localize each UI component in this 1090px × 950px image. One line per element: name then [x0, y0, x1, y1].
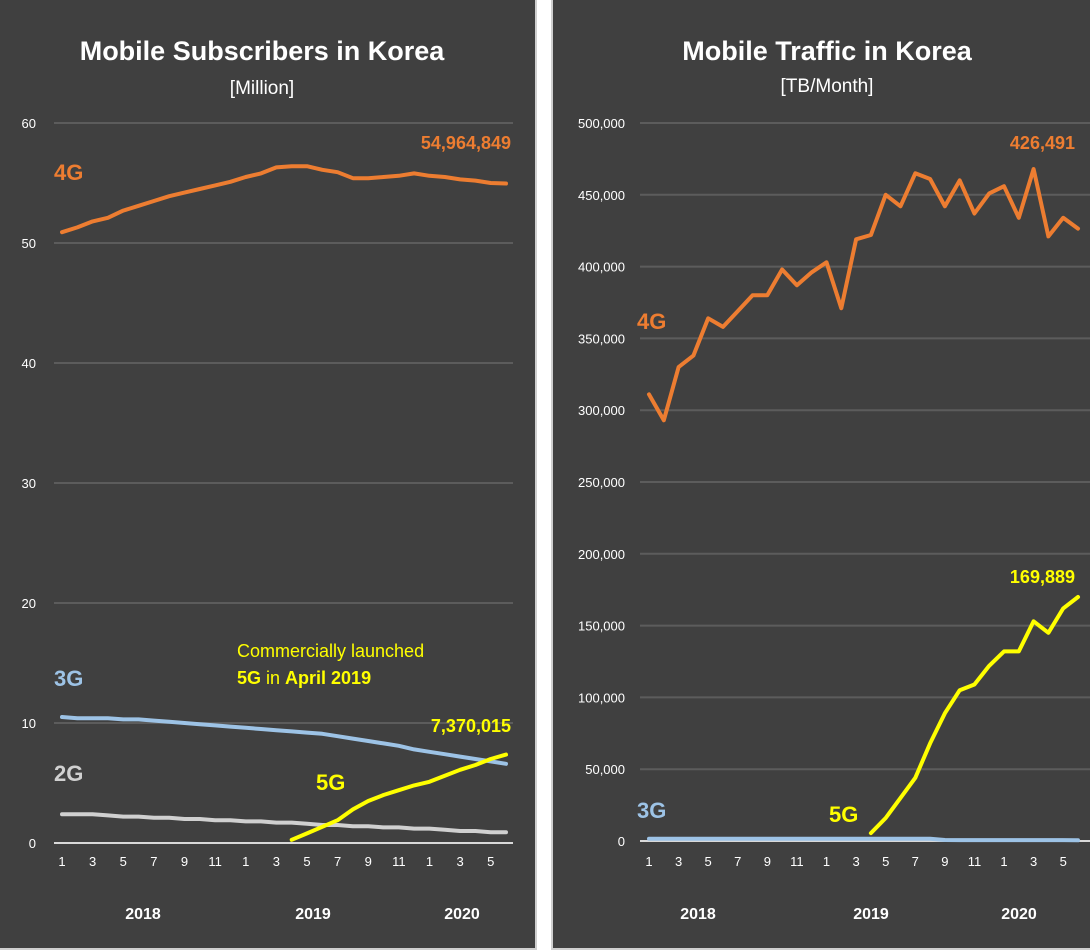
series-label-5g: 5G: [316, 770, 345, 795]
y-tick-label: 150,000: [578, 619, 625, 634]
x-tick-label: 11: [208, 854, 222, 869]
year-label: 2018: [680, 906, 716, 923]
traffic-chart-panel: Mobile Traffic in Korea [TB/Month] 0 50,0…: [551, 0, 1090, 950]
x-tick-label: 3: [852, 854, 859, 869]
series-line-3g: [60, 715, 508, 766]
value-label-4g: 54,964,849: [421, 133, 511, 153]
y-tick-label: 300,000: [578, 403, 625, 418]
x-tick-label: 11: [392, 854, 406, 869]
value-label-5g: 7,370,015: [431, 716, 511, 736]
x-tick-label: 1: [823, 854, 830, 869]
x-tick-label: 3: [675, 854, 682, 869]
launch-annotation-date: April 2019: [285, 668, 371, 688]
y-tick-label: 100,000: [578, 690, 625, 705]
series-line-4g: [60, 164, 508, 235]
y-tick-label: 350,000: [578, 331, 625, 346]
subscribers-chart-panel: Mobile Subscribers in Korea [Million] 0 1…: [0, 0, 537, 950]
series-label-5g: 5G: [829, 802, 858, 827]
x-tick-label: 5: [303, 854, 310, 869]
chart-title: Mobile Subscribers in Korea: [80, 36, 446, 66]
y-tick-label: 0: [618, 834, 625, 849]
series-line-3g: [647, 836, 1080, 843]
x-tick-label: 11: [968, 854, 982, 869]
y-tick-label: 10: [22, 716, 36, 731]
x-tick-label: 7: [150, 854, 157, 869]
x-tick-label: 1: [1000, 854, 1007, 869]
series-line-4g: [647, 167, 1080, 423]
series-label-4g: 4G: [54, 160, 83, 185]
series-label-3g: 3G: [54, 666, 83, 691]
y-tick-label: 250,000: [578, 475, 625, 490]
y-tick-label: 60: [22, 116, 36, 131]
series-label-3g: 3G: [637, 798, 666, 823]
series-label-2g: 2G: [54, 761, 83, 786]
x-tick-label: 11: [790, 854, 804, 869]
value-label-5g: 169,889: [1010, 567, 1075, 587]
subscribers-chart: Mobile Subscribers in Korea [Million] 0 1…: [22, 36, 513, 923]
y-tick-label: 30: [22, 476, 36, 491]
y-tick-label: 50,000: [585, 762, 625, 777]
x-tick-label: 3: [89, 854, 96, 869]
x-tick-label: 5: [120, 854, 127, 869]
y-tick-label: 450,000: [578, 188, 625, 203]
x-tick-label: 1: [242, 854, 249, 869]
series-line-5g: [868, 595, 1080, 836]
y-tick-label: 200,000: [578, 547, 625, 562]
y-tick-label: 0: [29, 836, 36, 851]
x-tick-label: 7: [334, 854, 341, 869]
year-label: 2018: [125, 906, 161, 923]
series-line-2g: [60, 812, 508, 835]
chart-subtitle: [Million]: [230, 78, 294, 99]
x-tick-label: 9: [365, 854, 372, 869]
year-label: 2019: [295, 906, 331, 923]
value-label-4g: 426,491: [1010, 133, 1075, 153]
y-tick-label: 50: [22, 236, 36, 251]
x-tick-label: 3: [1030, 854, 1037, 869]
year-label: 2019: [853, 906, 889, 923]
x-tick-label: 9: [941, 854, 948, 869]
series-label-4g: 4G: [637, 309, 666, 334]
x-tick-label: 7: [734, 854, 741, 869]
y-tick-label: 500,000: [578, 116, 625, 131]
launch-annotation-line1: Commercially launched: [237, 641, 424, 661]
x-tick-label: 5: [487, 854, 494, 869]
y-tick-label: 20: [22, 596, 36, 611]
x-tick-label: 3: [456, 854, 463, 869]
x-tick-label: 5: [705, 854, 712, 869]
traffic-chart: Mobile Traffic in Korea [TB/Month] 0 50,0…: [578, 36, 1090, 923]
y-tick-label: 400,000: [578, 260, 625, 275]
x-tick-label: 1: [645, 854, 652, 869]
x-tick-label: 9: [181, 854, 188, 869]
x-tick-label: 5: [882, 854, 889, 869]
launch-annotation-in: in: [261, 668, 285, 688]
x-tick-label: 5: [1060, 854, 1067, 869]
x-tick-label: 1: [58, 854, 65, 869]
x-tick-label: 9: [764, 854, 771, 869]
launch-annotation-line2: 5G in April 2019: [237, 668, 371, 688]
x-tick-label: 3: [273, 854, 280, 869]
x-tick-label: 1: [426, 854, 433, 869]
year-label: 2020: [444, 906, 480, 923]
year-label: 2020: [1001, 906, 1037, 923]
y-tick-label: 40: [22, 356, 36, 371]
chart-subtitle: [TB/Month]: [781, 76, 874, 97]
launch-annotation-5g: 5G: [237, 668, 261, 688]
x-tick-label: 7: [912, 854, 919, 869]
chart-title: Mobile Traffic in Korea: [682, 36, 973, 66]
